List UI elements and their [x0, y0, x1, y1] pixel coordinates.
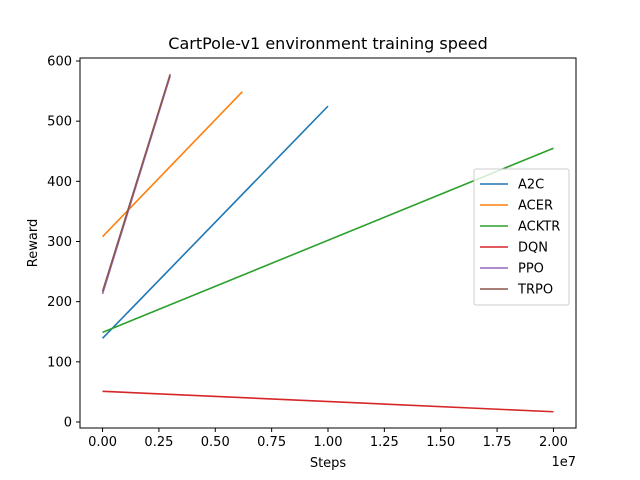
legend: A2C ACER ACKTR DQN PPO TRPO [473, 168, 570, 306]
legend-label-trpo: TRPO [517, 283, 553, 298]
series-line-dqn [102, 390, 554, 413]
y-tick-label: 400 [47, 175, 72, 190]
x-tick-label: 1.00 [314, 435, 343, 450]
x-tick-label: 1.25 [370, 435, 399, 450]
series-line-acer [101, 91, 243, 238]
x-tick-label: 1.75 [483, 435, 512, 450]
x-tick-label: 0.00 [88, 435, 117, 450]
legend-label-a2c: A2C [518, 178, 544, 193]
x-axis-label: Steps [310, 456, 347, 471]
series-layer [101, 74, 554, 413]
y-tick-label: 0 [64, 415, 72, 430]
x-tick-label: 0.25 [144, 435, 173, 450]
y-tick-label: 100 [47, 355, 72, 370]
series-line-a2c [101, 105, 329, 339]
y-axis-label: Reward [26, 219, 41, 267]
legend-label-acktr: ACKTR [518, 220, 560, 235]
x-tick-label: 0.50 [201, 435, 230, 450]
x-axis: 0.00 0.25 0.50 0.75 1.00 1.25 1.50 1.75 2.00 [88, 428, 568, 450]
x-tick-label: 0.75 [257, 435, 286, 450]
series-line-trpo [101, 74, 171, 292]
legend-label-acer: ACER [518, 199, 553, 214]
legend-label-ppo: PPO [518, 262, 544, 277]
x-tick-label: 2.00 [539, 435, 568, 450]
legend-label-dqn: DQN [518, 241, 548, 256]
y-tick-label: 500 [47, 115, 72, 130]
y-tick-label: 600 [47, 55, 72, 70]
y-tick-label: 200 [47, 295, 72, 310]
legend-box [473, 168, 570, 306]
x-axis-offset-label: 1e7 [551, 455, 576, 470]
y-tick-label: 300 [47, 235, 72, 250]
y-axis: 0 100 200 300 400 500 600 [47, 55, 80, 430]
x-tick-label: 1.50 [426, 435, 455, 450]
chart-title: CartPole-v1 environment training speed [168, 34, 487, 53]
